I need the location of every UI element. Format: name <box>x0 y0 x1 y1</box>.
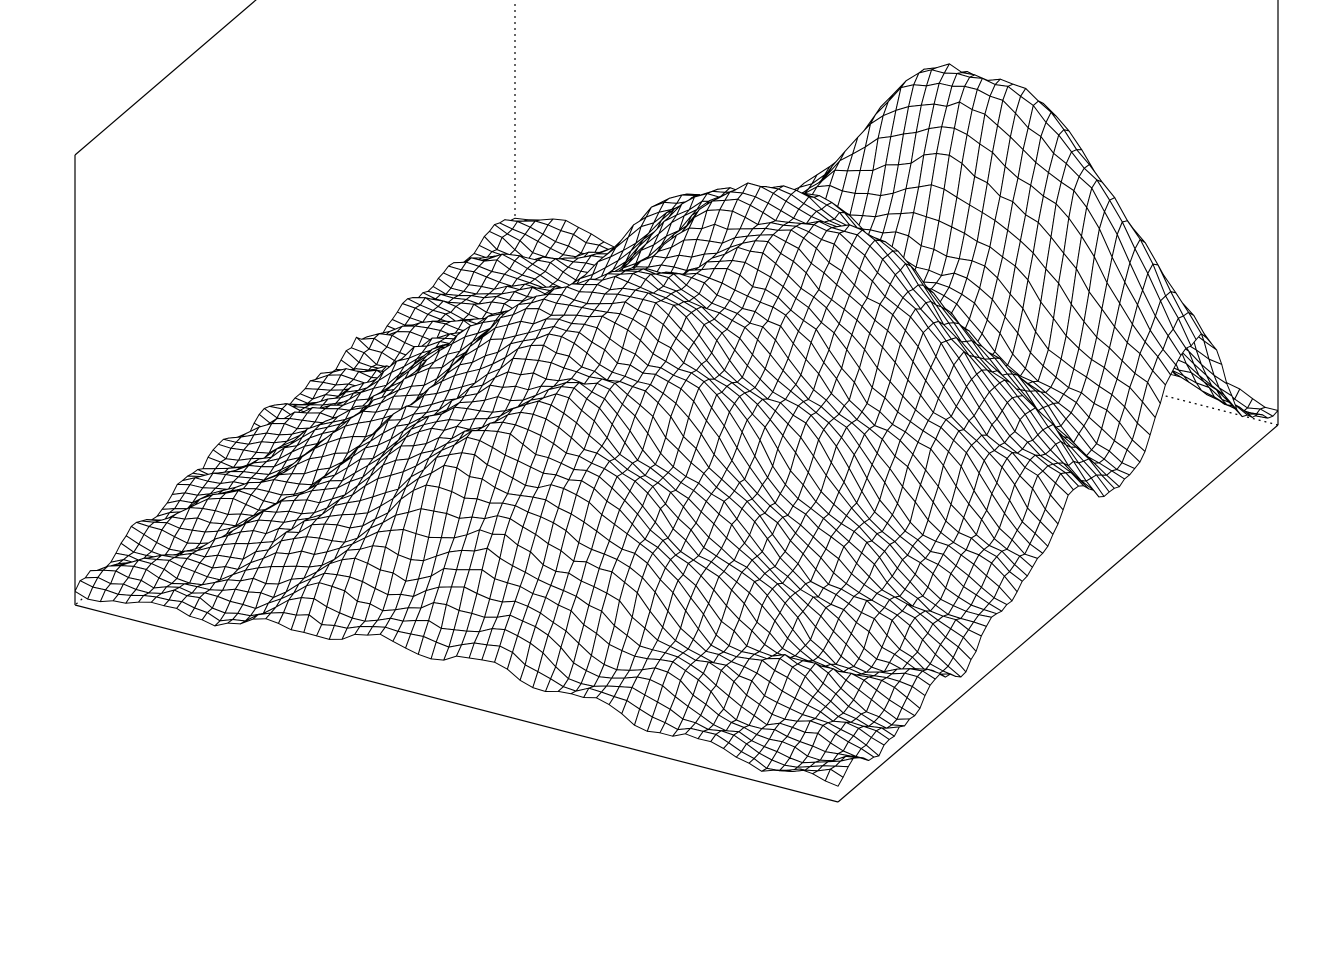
box-edge-top-back <box>74 0 257 156</box>
surface-mesh <box>74 63 1279 787</box>
